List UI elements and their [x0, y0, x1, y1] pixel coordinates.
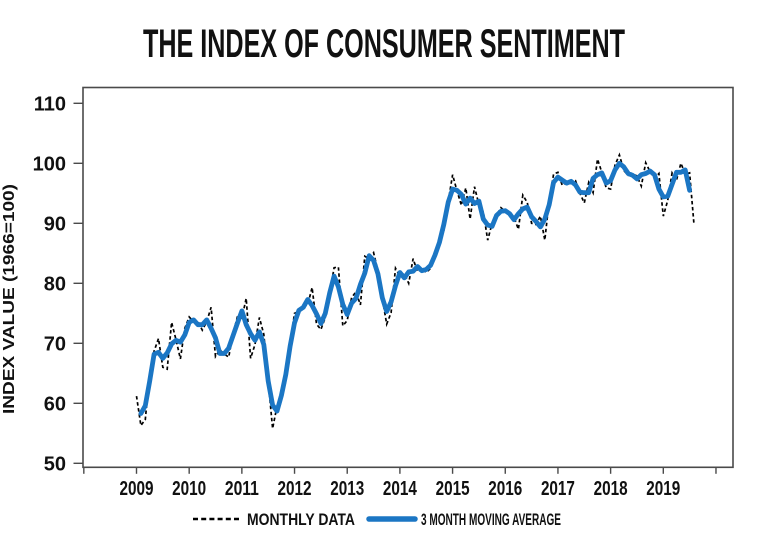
y-tick-label: 80 — [44, 273, 66, 295]
moving-average-line — [138, 160, 692, 416]
x-tick-label: 2019 — [646, 478, 680, 500]
y-tick-label: 50 — [44, 453, 66, 475]
x-tick-label: 2017 — [541, 478, 575, 500]
y-tick-label: 90 — [44, 213, 66, 235]
x-tick-label: 2014 — [383, 478, 418, 500]
x-tick-label: 2016 — [488, 478, 522, 500]
y-tick-label: 60 — [44, 393, 66, 415]
x-tick-label: 2012 — [278, 478, 312, 500]
y-tick-label: 110 — [34, 93, 66, 115]
y-tick-label: 100 — [33, 153, 66, 175]
y-tick-label: 70 — [44, 333, 66, 355]
legend-monthly-label: MONTHLY DATA — [247, 510, 355, 529]
x-tick-label: 2010 — [172, 478, 206, 500]
monthly-data-line — [135, 152, 695, 429]
x-tick-label: 2015 — [436, 478, 470, 500]
legend-ma-label: 3 MONTH MOVING AVERAGE — [421, 510, 561, 529]
y-axis-title: INDEX VALUE (1966=100) — [1, 184, 18, 414]
chart-title: THE INDEX OF CONSUMER SENTIMENT — [143, 22, 625, 66]
x-tick-label: 2013 — [330, 478, 364, 500]
x-tick-label: 2009 — [120, 478, 154, 500]
plot-frame — [82, 86, 734, 469]
x-tick-label: 2018 — [594, 478, 628, 500]
x-tick-label: 2011 — [225, 478, 259, 500]
